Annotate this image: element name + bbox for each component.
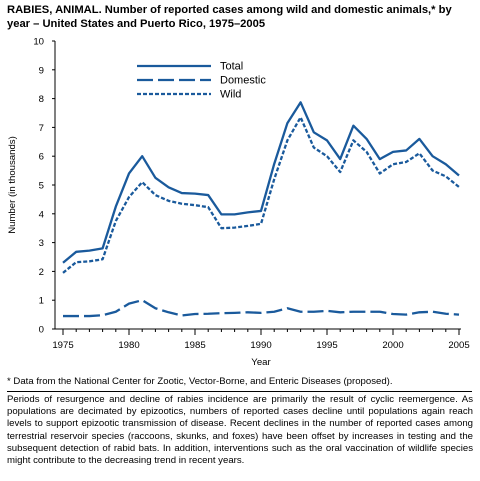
y-axis-label: Number (in thousands) [7, 136, 18, 234]
caption: Periods of resurgence and decline of rab… [7, 394, 473, 467]
series-line-wild [62, 116, 460, 274]
y-tick-label: 5 [39, 181, 44, 192]
x-tick-label: 2005 [448, 340, 469, 351]
y-tick-label: 8 [39, 94, 44, 105]
x-tick-label: 2000 [382, 340, 403, 351]
line-chart: 0 1 2 3 4 5 6 7 8 9 10 1975 1980 1985 1990 1995 2000 2005… [7, 37, 470, 369]
y-tick-label: 7 [39, 123, 44, 134]
x-axis-label: Year [251, 357, 271, 368]
y-tick-label: 10 [33, 37, 44, 48]
series-line-domestic [63, 299, 460, 318]
y-tick-label: 4 [39, 209, 45, 220]
x-tick-label: 1990 [250, 340, 271, 351]
y-tick-label: 2 [39, 267, 44, 278]
legend-label-total: Total [220, 61, 243, 73]
x-tick-label: 1985 [184, 340, 205, 351]
x-tick-label: 1975 [52, 340, 73, 351]
x-tick-label: 1995 [316, 340, 337, 351]
legend-label-domestic: Domestic [220, 75, 266, 87]
x-tick-label: 1980 [118, 340, 139, 351]
y-tick-label: 0 [39, 325, 44, 336]
series-layer [62, 101, 460, 318]
axes: 0 1 2 3 4 5 6 7 8 9 10 1975 1980 1985 1990 1995 2000 2005 [33, 37, 469, 352]
series-line-total [62, 101, 460, 264]
legend: Total Domestic Wild [137, 61, 266, 101]
y-tick-label: 3 [39, 238, 44, 249]
y-tick-label: 1 [39, 296, 44, 307]
chart-title: RABIES, ANIMAL. Number of reported cases… [7, 4, 452, 30]
y-tick-label: 9 [39, 65, 44, 76]
y-tick-label: 6 [39, 152, 44, 163]
divider [7, 391, 472, 392]
footnote: * Data from the National Center for Zoot… [7, 376, 393, 387]
legend-label-wild: Wild [220, 89, 241, 101]
